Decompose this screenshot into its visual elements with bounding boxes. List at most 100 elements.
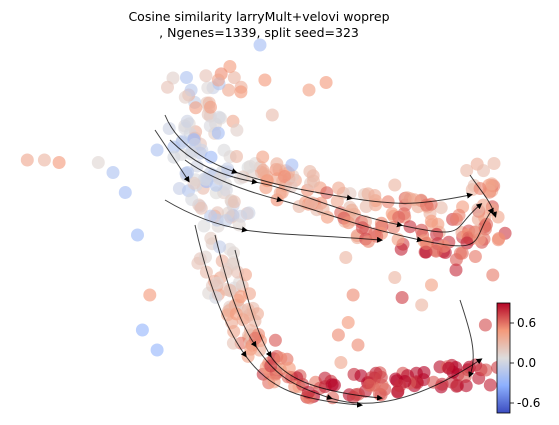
data-point	[199, 69, 213, 83]
streamline	[459, 299, 474, 378]
data-point	[339, 251, 353, 264]
data-point	[213, 172, 226, 186]
data-point	[187, 176, 201, 190]
data-point	[197, 219, 211, 233]
data-point	[477, 164, 490, 178]
data-point	[415, 298, 429, 312]
streamline	[164, 199, 383, 243]
data-point	[226, 336, 240, 350]
data-point	[341, 316, 355, 329]
data-point	[52, 156, 66, 169]
streamline	[154, 129, 190, 183]
data-point	[459, 379, 473, 393]
data-point	[285, 158, 299, 172]
data-point	[449, 263, 463, 277]
data-point	[194, 201, 208, 215]
data-point	[234, 85, 248, 99]
data-point	[167, 140, 181, 154]
data-point	[211, 126, 225, 140]
data-point	[189, 101, 203, 115]
colorbar-tick-label: 0.6	[517, 316, 536, 330]
data-point	[222, 83, 236, 97]
data-point	[150, 143, 164, 157]
data-point	[135, 323, 149, 337]
streamline	[234, 249, 383, 401]
data-point	[331, 328, 345, 342]
data-point	[334, 356, 348, 369]
data-point	[162, 122, 176, 135]
chart-title-line-2: , Ngenes=1339, split seed=323	[159, 25, 359, 40]
data-point	[227, 195, 241, 209]
data-point	[442, 361, 456, 375]
data-point	[213, 240, 227, 254]
data-point	[452, 208, 466, 222]
data-point	[400, 191, 414, 205]
data-point	[478, 318, 492, 332]
data-point	[319, 76, 333, 89]
data-point	[265, 108, 279, 122]
data-point	[241, 349, 255, 363]
data-point	[242, 206, 256, 220]
data-point	[223, 60, 237, 73]
data-point	[190, 159, 204, 173]
data-point	[392, 210, 406, 224]
data-point	[227, 71, 241, 85]
data-point	[204, 100, 217, 114]
colorbar-gradient	[496, 302, 511, 414]
data-point	[468, 250, 482, 263]
data-point	[420, 198, 433, 212]
data-point	[302, 83, 316, 97]
data-point	[204, 231, 218, 245]
data-point	[393, 379, 407, 393]
data-point	[185, 147, 198, 161]
data-point	[307, 174, 320, 188]
data-point	[20, 153, 34, 167]
data-point	[204, 209, 218, 223]
data-point	[227, 325, 241, 338]
data-point	[199, 250, 212, 264]
data-point	[483, 378, 497, 392]
data-point	[219, 265, 233, 279]
data-point	[131, 228, 144, 242]
data-point	[368, 189, 382, 202]
data-point	[91, 156, 105, 169]
data-point	[258, 73, 272, 87]
data-point	[143, 288, 157, 302]
data-point	[219, 183, 233, 197]
data-point	[230, 123, 244, 137]
data-point	[106, 166, 120, 179]
data-point	[37, 153, 51, 167]
data-point	[487, 157, 501, 170]
data-point	[253, 38, 267, 52]
data-point	[346, 288, 360, 302]
data-point	[241, 303, 255, 316]
data-point	[478, 222, 492, 236]
data-point	[282, 361, 296, 375]
data-point	[150, 343, 164, 357]
data-point	[185, 193, 199, 206]
data-point	[485, 177, 499, 191]
data-point	[118, 186, 132, 199]
data-point	[211, 73, 225, 87]
data-point	[268, 333, 282, 347]
data-point	[256, 150, 270, 164]
colorbar-tick-label: 0.0	[517, 356, 536, 370]
data-point	[361, 234, 375, 248]
data-point	[351, 338, 365, 352]
chart-title-line-1: Cosine similarity larryMult+velovi wopre…	[128, 9, 389, 24]
scatter-points	[20, 38, 512, 405]
data-point	[180, 114, 194, 128]
data-point	[230, 150, 243, 163]
data-point	[430, 227, 444, 241]
data-point	[388, 178, 402, 192]
data-point	[388, 271, 402, 284]
colorbar: 0.6 0.0 -0.6	[496, 302, 540, 414]
streamline	[469, 174, 497, 218]
data-point	[395, 291, 409, 304]
colorbar-tick-label: -0.6	[517, 396, 540, 410]
data-point	[374, 370, 388, 384]
data-point	[455, 246, 469, 260]
data-point	[429, 244, 443, 258]
data-point	[492, 232, 506, 245]
